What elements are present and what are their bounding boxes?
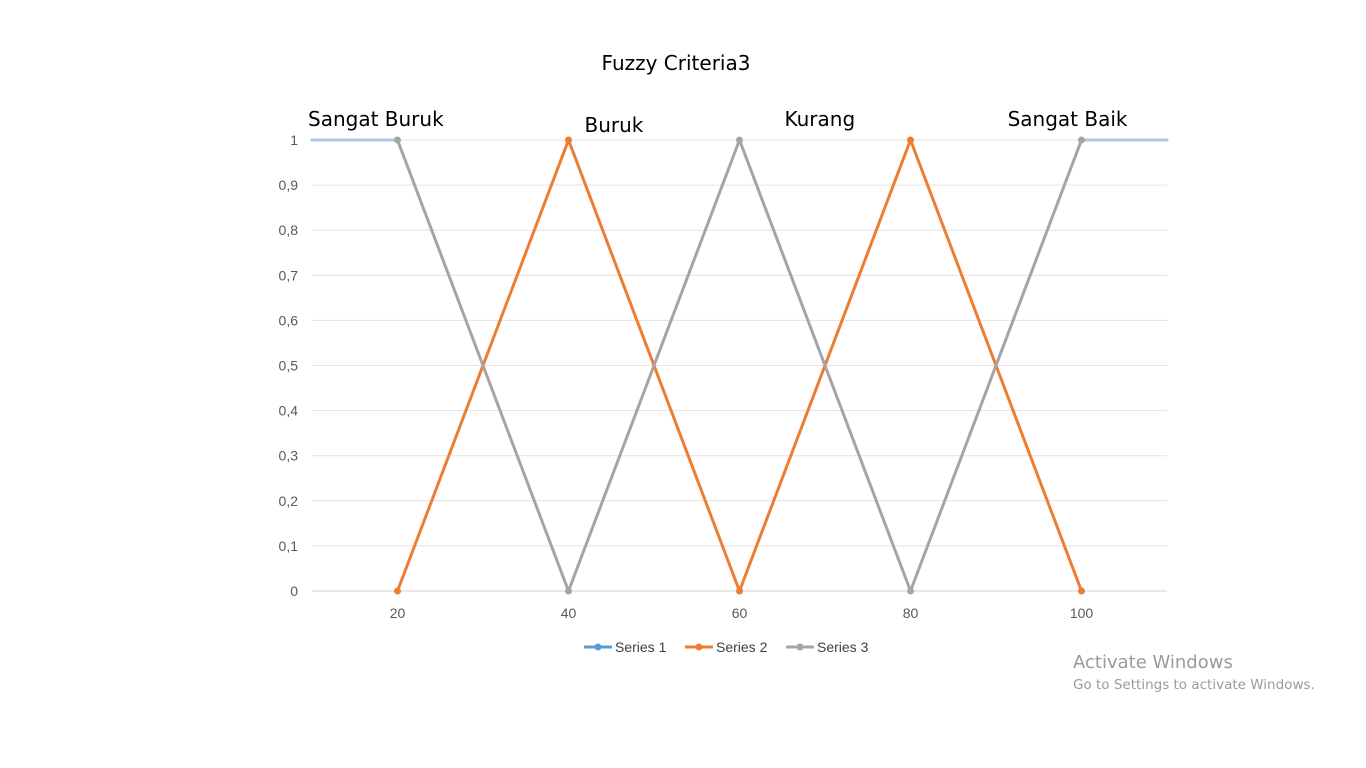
y-tick-label-3: 0,3: [279, 448, 299, 464]
y-tick-label-6: 0,6: [279, 312, 299, 328]
legend-marker-2: [695, 643, 703, 651]
legend-label-1: Series 1: [615, 639, 667, 655]
y-tick-label-4: 0,4: [279, 403, 299, 419]
y-tick-label-2: 0,2: [279, 493, 299, 509]
x-tick-label-2: 60: [732, 605, 748, 621]
region-label-0: Sangat Buruk: [308, 107, 444, 131]
y-tick-label-10: 1: [290, 132, 298, 148]
x-tick-label-1: 40: [561, 605, 577, 621]
region-label-1: Buruk: [585, 113, 644, 137]
activate-windows-title: Activate Windows: [1073, 652, 1233, 673]
y-tick-label-0: 0: [290, 583, 298, 599]
y-tick-label-5: 0,5: [279, 358, 299, 374]
x-tick-label-0: 20: [390, 605, 406, 621]
series-3-point-0: [394, 136, 401, 144]
series-2-point-2: [736, 587, 743, 595]
series-3-point-2: [736, 136, 743, 144]
legend: Series 1 Series 2 Series 3: [584, 639, 869, 655]
legend-label-2: Series 2: [716, 639, 768, 655]
series-2-point-3: [907, 136, 914, 144]
region-label-3: Sangat Baik: [1008, 107, 1128, 131]
x-axis-ticks: 20 40 60 80 100: [390, 605, 1094, 621]
series-2-point-4: [1078, 587, 1085, 595]
series-2-point-1: [565, 136, 572, 144]
series-lines: [310, 136, 1169, 595]
x-tick-label-4: 100: [1070, 605, 1094, 621]
series-3-point-4: [1078, 136, 1085, 144]
y-tick-label-8: 0,8: [279, 222, 299, 238]
legend-marker-3: [796, 643, 804, 651]
x-tick-label-3: 80: [903, 605, 919, 621]
y-tick-label-7: 0,7: [279, 267, 299, 283]
y-axis-ticks: 0 0,1 0,2 0,3 0,4 0,5 0,6 0,7 0,8 0,9 1: [279, 132, 299, 599]
activate-windows-subtitle: Go to Settings to activate Windows.: [1073, 677, 1315, 693]
y-tick-label-9: 0,9: [279, 177, 299, 193]
y-tick-label-1: 0,1: [279, 538, 299, 554]
series-3-point-3: [907, 587, 914, 595]
series-2-point-0: [394, 587, 401, 595]
chart-title: Fuzzy Criteria3: [602, 51, 751, 75]
legend-marker-1: [594, 643, 602, 651]
legend-label-3: Series 3: [817, 639, 869, 655]
region-label-2: Kurang: [785, 107, 856, 131]
gridlines: [312, 139, 1167, 592]
series-3-point-1: [565, 587, 572, 595]
region-labels: Sangat Buruk Buruk Kurang Sangat Baik: [308, 107, 1128, 137]
